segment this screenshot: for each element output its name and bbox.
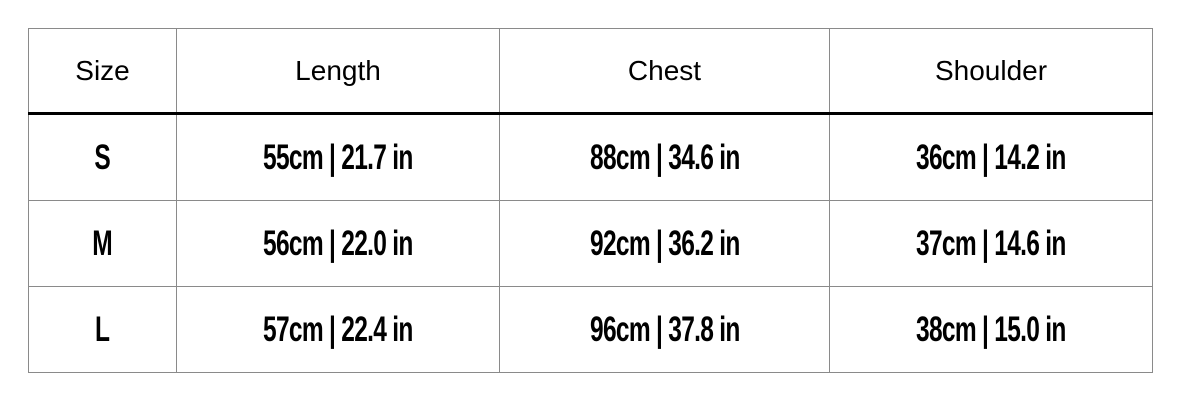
size-value: S (94, 137, 111, 177)
chest-value: 88cm | 34.6 in (589, 137, 740, 177)
size-value: L (95, 309, 110, 349)
chest-value: 92cm | 36.2 in (589, 223, 740, 263)
table-row-l: L 57cm | 22.4 in 96cm | 37.8 in 38cm | 1… (28, 286, 1153, 373)
shoulder-value: 38cm | 15.0 in (916, 309, 1066, 349)
length-value: 57cm | 22.4 in (263, 309, 413, 349)
column-header-shoulder: Shoulder (829, 28, 1153, 115)
size-value: M (92, 223, 113, 263)
size-cell: L (28, 286, 177, 373)
table-row-m: M 56cm | 22.0 in 92cm | 36.2 in 37cm | 1… (28, 200, 1153, 287)
length-cell: 57cm | 22.4 in (176, 286, 500, 373)
length-cell: 56cm | 22.0 in (176, 200, 500, 287)
size-chart: Size Length Chest Shoulder S 55cm | 21.7… (28, 28, 1153, 373)
table-row-s: S 55cm | 21.7 in 88cm | 34.6 in 36cm | 1… (28, 113, 1153, 201)
size-cell: S (28, 113, 177, 201)
chest-cell: 92cm | 36.2 in (499, 200, 830, 287)
header-row: Size Length Chest Shoulder (28, 28, 1153, 115)
chest-value: 96cm | 37.8 in (589, 309, 740, 349)
chest-cell: 96cm | 37.8 in (499, 286, 830, 373)
shoulder-value: 36cm | 14.2 in (916, 137, 1066, 177)
column-header-length: Length (176, 28, 500, 115)
shoulder-cell: 36cm | 14.2 in (829, 113, 1153, 201)
chest-cell: 88cm | 34.6 in (499, 113, 830, 201)
column-header-chest: Chest (499, 28, 830, 115)
column-header-size: Size (28, 28, 177, 115)
length-value: 56cm | 22.0 in (263, 223, 413, 263)
shoulder-value: 37cm | 14.6 in (916, 223, 1066, 263)
length-value: 55cm | 21.7 in (263, 137, 413, 177)
length-cell: 55cm | 21.7 in (176, 113, 500, 201)
shoulder-cell: 37cm | 14.6 in (829, 200, 1153, 287)
size-chart-table: Size Length Chest Shoulder S 55cm | 21.7… (28, 28, 1153, 373)
shoulder-cell: 38cm | 15.0 in (829, 286, 1153, 373)
size-cell: M (28, 200, 177, 287)
